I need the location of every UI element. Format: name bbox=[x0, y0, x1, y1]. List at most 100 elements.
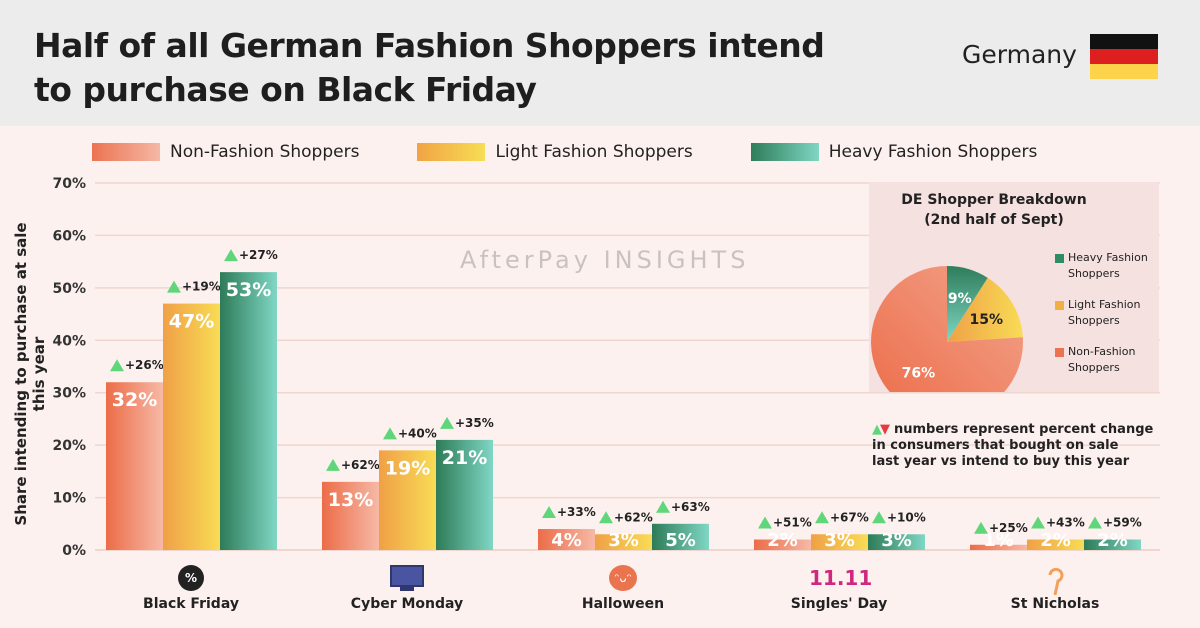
bar bbox=[1084, 539, 1141, 550]
bar-value-label: 53% bbox=[226, 279, 271, 301]
pumpkin-icon: ᵔᴗᵔ bbox=[608, 565, 638, 591]
bar bbox=[595, 534, 652, 550]
page-title: Half of all German Fashion Shoppers inte… bbox=[34, 24, 825, 112]
bar-value-label: 4% bbox=[551, 530, 582, 551]
legend-label: Heavy Fashion Shoppers bbox=[828, 142, 1038, 162]
change-label: +62% bbox=[614, 510, 653, 524]
country-label: Germany bbox=[962, 40, 1077, 69]
bar bbox=[436, 439, 493, 550]
bar-value-label: 21% bbox=[442, 447, 487, 469]
change-label: +35% bbox=[455, 416, 494, 430]
change-label: +67% bbox=[830, 510, 869, 524]
up-triangle-icon bbox=[974, 521, 988, 534]
bar-value-label: 47% bbox=[169, 311, 214, 333]
bar bbox=[868, 534, 925, 550]
bar bbox=[1027, 539, 1084, 550]
y-tick-label: 50% bbox=[52, 281, 86, 297]
change-label: +27% bbox=[239, 248, 278, 262]
category-label: Black Friday bbox=[143, 596, 239, 612]
change-label: +26% bbox=[125, 358, 164, 372]
category-label: Halloween bbox=[581, 596, 665, 612]
title-line: Half of all German Fashion Shoppers inte… bbox=[34, 26, 825, 65]
bar bbox=[754, 539, 811, 550]
pie-slice bbox=[947, 277, 1023, 342]
pie-legend-light: Light Fashion Shoppers bbox=[1055, 297, 1140, 329]
change-label: +10% bbox=[887, 510, 926, 524]
legend-label: Light Fashion Shoppers bbox=[495, 142, 693, 162]
monitor-icon bbox=[390, 565, 424, 591]
y-tick-label: 60% bbox=[52, 228, 86, 244]
pie-slice-label: 9% bbox=[948, 291, 972, 307]
singles-day-icon: 11.11 bbox=[809, 566, 873, 590]
legend-non-fashion: Non-Fashion Shoppers bbox=[92, 142, 359, 162]
bar-value-label: 13% bbox=[328, 489, 373, 511]
bar bbox=[322, 481, 379, 550]
bar-value-label: 3% bbox=[881, 530, 912, 551]
change-label: +25% bbox=[989, 521, 1028, 535]
y-tick-label: 30% bbox=[52, 386, 86, 402]
pie-legend-label: Non-Fashion bbox=[1068, 345, 1136, 358]
up-triangle-icon bbox=[656, 500, 670, 513]
watermark-logo: AfterPay INSIGHTS bbox=[460, 246, 750, 274]
up-triangle-icon bbox=[758, 516, 772, 529]
legend-light-fashion: Light Fashion Shoppers bbox=[417, 142, 693, 162]
percent-tag-icon: % bbox=[176, 565, 206, 591]
bar-value-label: 19% bbox=[385, 457, 430, 479]
up-triangle-icon: ▲ bbox=[872, 422, 882, 437]
up-triangle-icon bbox=[383, 427, 397, 440]
pie-title-line: DE Shopper Breakdown bbox=[901, 192, 1087, 208]
bar-value-label: 2% bbox=[767, 530, 798, 551]
change-note: ▲▼ numbers represent percent change in co… bbox=[872, 422, 1162, 470]
change-label: +40% bbox=[398, 426, 437, 440]
header: Half of all German Fashion Shoppers inte… bbox=[0, 0, 1200, 126]
bar bbox=[970, 544, 1027, 550]
up-triangle-icon bbox=[326, 458, 340, 471]
bar bbox=[538, 529, 595, 550]
pie-legend-label: Shoppers bbox=[1068, 314, 1120, 327]
up-triangle-icon bbox=[167, 280, 181, 293]
up-triangle-icon bbox=[1088, 516, 1102, 529]
legend-label: Non-Fashion Shoppers bbox=[170, 142, 360, 162]
category-label: Singles' Day bbox=[790, 596, 888, 612]
y-tick-label: 0% bbox=[62, 543, 86, 559]
note-line: in consumers that bought on sale bbox=[872, 438, 1119, 453]
note-line: numbers represent percent change bbox=[894, 422, 1154, 437]
bar-value-label: 1% bbox=[983, 530, 1014, 551]
pie-slice-label: 76% bbox=[902, 365, 936, 381]
chart-legend: Non-Fashion Shoppers Light Fashion Shopp… bbox=[92, 142, 1095, 162]
change-label: +51% bbox=[773, 516, 812, 530]
title-line: to purchase on Black Friday bbox=[34, 70, 537, 109]
bar bbox=[163, 303, 220, 550]
change-label: +19% bbox=[182, 280, 221, 294]
up-triangle-icon bbox=[224, 249, 238, 262]
y-tick-label: 20% bbox=[52, 438, 86, 454]
change-label: +43% bbox=[1046, 516, 1085, 530]
bar bbox=[652, 523, 709, 550]
up-triangle-icon bbox=[872, 511, 886, 524]
down-triangle-icon: ▼ bbox=[880, 422, 890, 437]
up-triangle-icon bbox=[542, 506, 556, 519]
note-line: last year vs intend to buy this year bbox=[872, 454, 1130, 469]
germany-flag-icon bbox=[1090, 34, 1158, 79]
pie-legend-non: Non-Fashion Shoppers bbox=[1055, 344, 1135, 376]
pie-title-line: (2nd half of Sept) bbox=[924, 212, 1064, 228]
change-label: +62% bbox=[341, 458, 380, 472]
bar bbox=[106, 382, 163, 550]
pie-title: DE Shopper Breakdown (2nd half of Sept) bbox=[869, 190, 1119, 230]
bar bbox=[811, 534, 868, 550]
bar bbox=[220, 272, 277, 550]
pie-legend-label: Light Fashion bbox=[1068, 298, 1141, 311]
up-triangle-icon bbox=[815, 511, 829, 524]
up-triangle-icon bbox=[110, 359, 124, 372]
pie-slice bbox=[947, 266, 988, 342]
pie-chart: 9% 15% 76% bbox=[871, 266, 1023, 392]
bar-value-label: 32% bbox=[112, 389, 157, 411]
change-label: +33% bbox=[557, 505, 596, 519]
bishop-staff-icon bbox=[1040, 565, 1070, 596]
up-triangle-icon bbox=[1031, 516, 1045, 529]
pie-slice-label: 15% bbox=[969, 312, 1003, 328]
change-label: +59% bbox=[1103, 516, 1142, 530]
y-tick-label: 40% bbox=[52, 333, 86, 349]
y-tick-label: 10% bbox=[52, 491, 86, 507]
